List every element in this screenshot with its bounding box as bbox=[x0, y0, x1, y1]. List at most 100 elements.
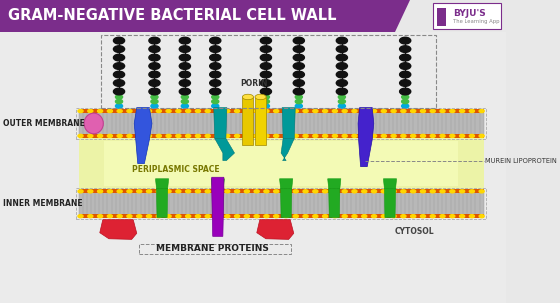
Circle shape bbox=[274, 215, 279, 218]
Circle shape bbox=[156, 135, 161, 137]
Circle shape bbox=[303, 215, 308, 218]
Circle shape bbox=[149, 80, 160, 86]
Circle shape bbox=[293, 135, 298, 137]
Bar bbox=[104, 141, 459, 186]
Circle shape bbox=[114, 63, 124, 69]
Bar bbox=[0, 0, 395, 32]
Circle shape bbox=[117, 109, 122, 112]
Circle shape bbox=[149, 46, 160, 52]
Circle shape bbox=[244, 109, 249, 112]
Circle shape bbox=[166, 190, 171, 193]
Circle shape bbox=[108, 215, 113, 218]
Circle shape bbox=[181, 99, 188, 104]
Circle shape bbox=[283, 215, 288, 218]
Circle shape bbox=[262, 99, 269, 104]
Circle shape bbox=[260, 46, 272, 52]
Circle shape bbox=[225, 109, 230, 112]
Circle shape bbox=[410, 190, 416, 193]
Circle shape bbox=[209, 71, 221, 78]
Bar bbox=[78, 109, 484, 113]
Circle shape bbox=[303, 109, 308, 112]
Circle shape bbox=[176, 215, 181, 218]
Circle shape bbox=[410, 215, 416, 218]
Circle shape bbox=[460, 215, 465, 218]
Circle shape bbox=[402, 99, 409, 104]
Circle shape bbox=[362, 135, 367, 137]
Circle shape bbox=[215, 109, 220, 112]
Polygon shape bbox=[214, 138, 235, 161]
Circle shape bbox=[244, 215, 249, 218]
Circle shape bbox=[303, 135, 308, 137]
Circle shape bbox=[337, 63, 347, 69]
Circle shape bbox=[212, 95, 219, 99]
Circle shape bbox=[479, 135, 484, 137]
Circle shape bbox=[147, 215, 152, 218]
Circle shape bbox=[115, 95, 123, 99]
Polygon shape bbox=[279, 179, 293, 189]
Circle shape bbox=[215, 190, 220, 193]
Circle shape bbox=[254, 190, 259, 193]
Circle shape bbox=[149, 71, 160, 78]
Circle shape bbox=[362, 190, 367, 193]
Circle shape bbox=[108, 135, 113, 137]
Circle shape bbox=[421, 109, 426, 112]
Circle shape bbox=[88, 135, 93, 137]
Circle shape bbox=[97, 190, 102, 193]
Circle shape bbox=[127, 215, 132, 218]
Circle shape bbox=[264, 109, 269, 112]
Text: GRAM-NEGATIVE BACTERIAL CELL WALL: GRAM-NEGATIVE BACTERIAL CELL WALL bbox=[8, 8, 336, 23]
Circle shape bbox=[293, 109, 298, 112]
Circle shape bbox=[333, 109, 338, 112]
Text: CYTOSOL: CYTOSOL bbox=[395, 227, 435, 236]
Circle shape bbox=[293, 37, 305, 44]
Circle shape bbox=[179, 80, 190, 86]
Circle shape bbox=[338, 99, 346, 104]
Circle shape bbox=[371, 135, 376, 137]
Circle shape bbox=[469, 135, 474, 137]
Circle shape bbox=[400, 37, 410, 44]
Circle shape bbox=[149, 54, 160, 61]
Circle shape bbox=[149, 37, 160, 44]
Circle shape bbox=[274, 135, 279, 137]
Circle shape bbox=[293, 71, 305, 78]
Circle shape bbox=[333, 190, 338, 193]
Circle shape bbox=[400, 88, 410, 95]
Circle shape bbox=[440, 215, 445, 218]
Circle shape bbox=[97, 215, 102, 218]
Circle shape bbox=[149, 63, 160, 69]
Circle shape bbox=[264, 215, 269, 218]
Circle shape bbox=[88, 190, 93, 193]
Circle shape bbox=[274, 190, 279, 193]
Circle shape bbox=[450, 190, 455, 193]
Circle shape bbox=[114, 54, 124, 61]
Circle shape bbox=[391, 190, 396, 193]
Circle shape bbox=[195, 215, 200, 218]
Bar bbox=[139, 244, 291, 254]
Circle shape bbox=[209, 54, 221, 61]
Circle shape bbox=[371, 109, 376, 112]
Polygon shape bbox=[281, 138, 294, 161]
Circle shape bbox=[176, 190, 181, 193]
Circle shape bbox=[176, 135, 181, 137]
Circle shape bbox=[391, 109, 396, 112]
Circle shape bbox=[185, 135, 191, 137]
Circle shape bbox=[469, 215, 474, 218]
Circle shape bbox=[421, 190, 426, 193]
Circle shape bbox=[254, 135, 259, 137]
Circle shape bbox=[147, 109, 152, 112]
Text: MUREIN LIPOPROTEIN: MUREIN LIPOPROTEIN bbox=[485, 158, 557, 164]
Circle shape bbox=[156, 190, 161, 193]
Polygon shape bbox=[211, 179, 225, 189]
Polygon shape bbox=[395, 0, 410, 32]
Circle shape bbox=[283, 190, 288, 193]
Circle shape bbox=[352, 109, 357, 112]
Circle shape bbox=[156, 215, 161, 218]
Circle shape bbox=[430, 135, 435, 137]
Circle shape bbox=[342, 215, 347, 218]
Circle shape bbox=[450, 215, 455, 218]
Polygon shape bbox=[282, 108, 295, 138]
Circle shape bbox=[137, 190, 142, 193]
Circle shape bbox=[421, 135, 426, 137]
Circle shape bbox=[235, 109, 240, 112]
Circle shape bbox=[362, 215, 367, 218]
